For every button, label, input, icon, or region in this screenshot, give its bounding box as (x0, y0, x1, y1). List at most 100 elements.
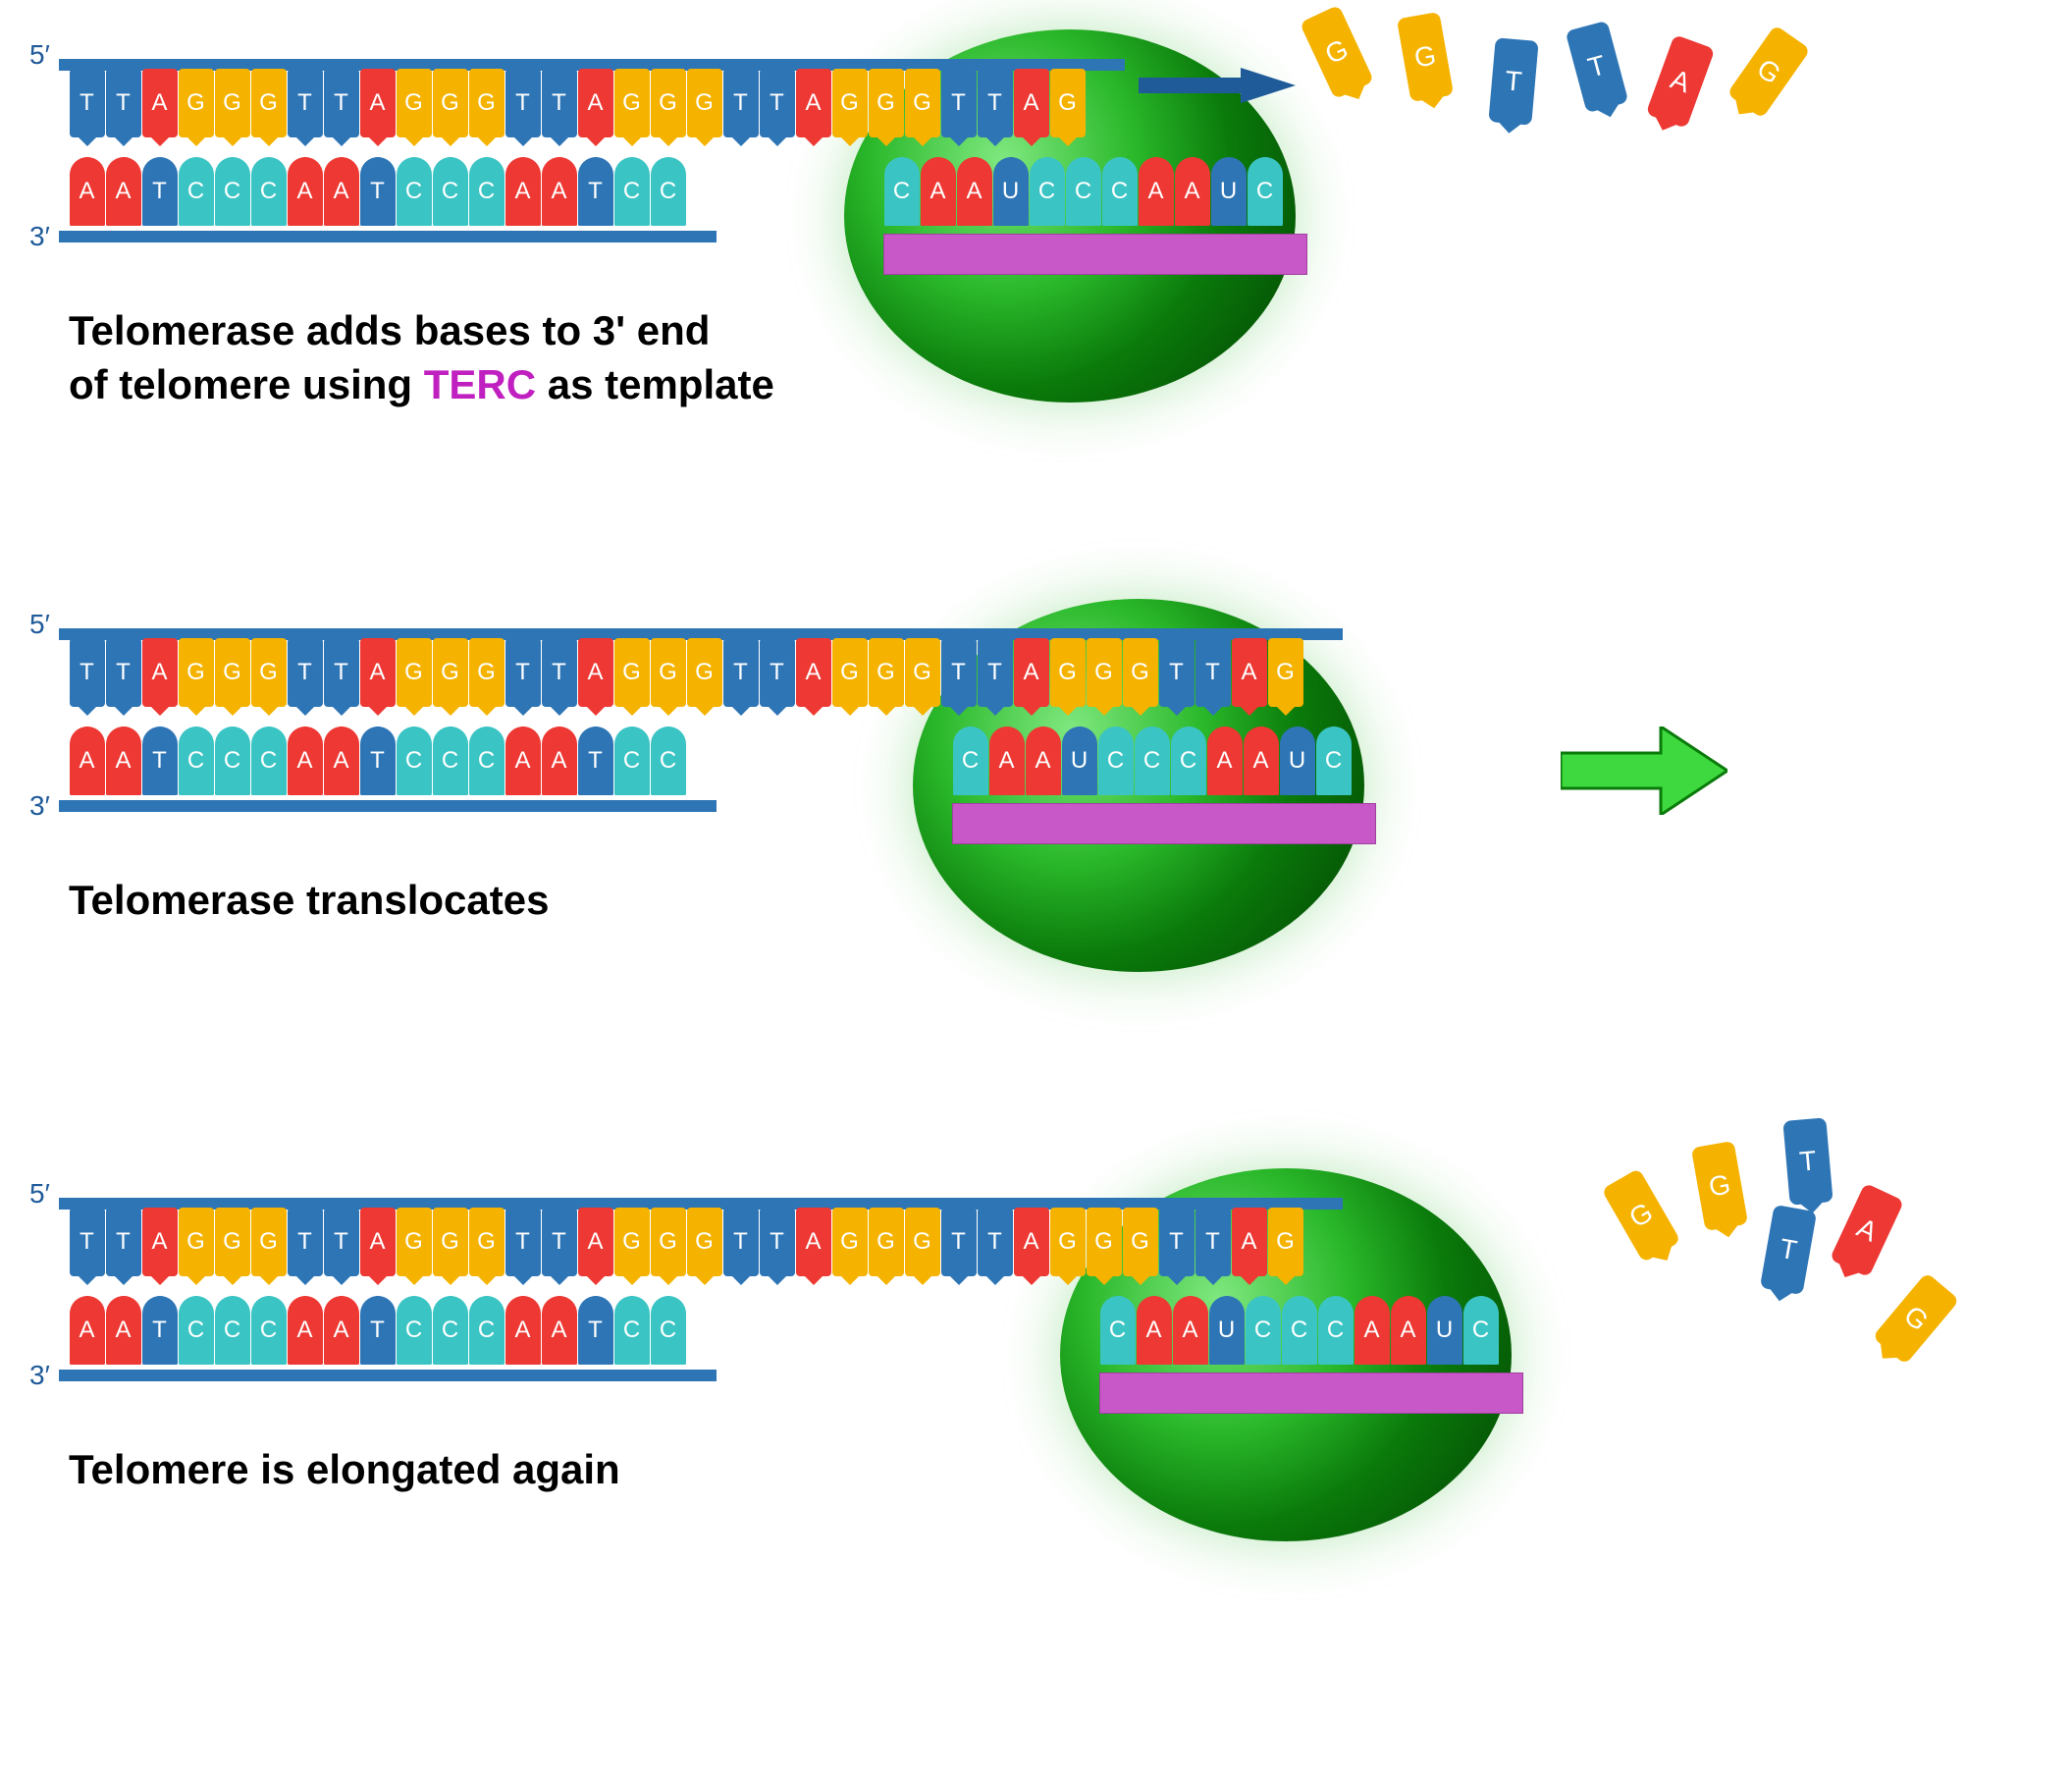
nucleotide-label: A (514, 1317, 530, 1344)
nucleotide-C: C (397, 727, 432, 795)
nucleotide-label: T (1205, 1228, 1220, 1256)
nucleotide-U: U (993, 157, 1029, 226)
nucleotide-label: G (259, 89, 278, 117)
nucleotide-G: G (687, 1208, 722, 1276)
nucleotide-label: G (840, 89, 859, 117)
nucleotide-label: A (1363, 1317, 1379, 1344)
nucleotide-label: C (260, 178, 277, 205)
nucleotide-T: T (1195, 1208, 1231, 1276)
nucleotide-G: G (1123, 638, 1158, 707)
nucleotide-label: U (1071, 747, 1088, 775)
nucleotide-label: A (1182, 1317, 1197, 1344)
nucleotide-G: G (251, 69, 287, 137)
nucleotide-T: T (978, 638, 1013, 707)
nucleotide-C: C (651, 727, 686, 795)
nucleotide-C: C (433, 727, 468, 795)
nucleotide-label: T (552, 659, 566, 686)
nucleotide-label: G (1094, 659, 1113, 686)
incoming-nucleotide-G: G (1300, 5, 1374, 100)
nucleotide-T: T (1159, 1208, 1195, 1276)
nucleotide-label: T (152, 747, 167, 775)
nucleotide-A: A (796, 69, 831, 137)
nucleotide-label: U (1436, 1317, 1453, 1344)
nucleotide-label: G (695, 89, 714, 117)
nucleotide-label: T (152, 178, 167, 205)
incoming-nucleotide-T: T (1566, 21, 1629, 113)
nucleotide-T: T (360, 157, 396, 226)
nucleotide-label: C (187, 1317, 204, 1344)
nucleotide-C: C (1318, 1296, 1354, 1365)
nucleotide-T: T (978, 69, 1013, 137)
nucleotide-G: G (687, 638, 722, 707)
nucleotide-A: A (324, 1296, 359, 1365)
nucleotide-T: T (723, 1208, 759, 1276)
nucleotide-label: G (695, 659, 714, 686)
nucleotide-label: A (333, 747, 348, 775)
nucleotide-label: A (369, 1228, 385, 1256)
nucleotide-label: A (551, 747, 566, 775)
nucleotide-label: G (659, 659, 677, 686)
nucleotide-A: A (106, 1296, 141, 1365)
nucleotide-label: T (951, 659, 966, 686)
nucleotide-C: C (179, 727, 214, 795)
telomerase-diagram: TTAGGGTTAGGGTTAGGGTTAGGGTTAGAATCCCAATCCC… (29, 29, 2043, 1679)
nucleotide-label: A (587, 659, 603, 686)
nucleotide-label: A (79, 1317, 94, 1344)
nucleotide-label: T (370, 178, 385, 205)
nucleotide-label: T (515, 89, 530, 117)
backbone-bottom (59, 1370, 717, 1381)
nucleotide-label: T (334, 89, 348, 117)
nucleotide-label: T (116, 1228, 131, 1256)
nucleotide-label: T (370, 1317, 385, 1344)
nucleotide-G: G (433, 69, 468, 137)
nucleotide-label: T (552, 89, 566, 117)
nucleotide-label: T (733, 89, 748, 117)
nucleotide-label: G (622, 1228, 641, 1256)
nucleotide-label: A (1023, 1228, 1038, 1256)
nucleotide-label: G (840, 659, 859, 686)
nucleotide-label: A (79, 178, 94, 205)
terc-rna-bar (883, 234, 1307, 275)
nucleotide-label: G (622, 89, 641, 117)
nucleotide-G: G (832, 1208, 868, 1276)
nucleotide-T: T (941, 1208, 977, 1276)
nucleotide-A: A (1026, 727, 1061, 795)
nucleotide-label: C (187, 178, 204, 205)
nucleotide-C: C (1098, 727, 1134, 795)
nucleotide-A: A (288, 1296, 323, 1365)
nucleotide-G: G (469, 638, 505, 707)
nucleotide-label: C (1107, 747, 1124, 775)
nucleotide-label: G (1131, 659, 1149, 686)
nucleotide-A: A (142, 638, 178, 707)
nucleotide-T: T (578, 727, 613, 795)
nucleotide-A: A (1232, 1208, 1267, 1276)
nucleotide-A: A (542, 727, 577, 795)
nucleotide-T: T (106, 1208, 141, 1276)
nucleotide-label: G (441, 659, 459, 686)
nucleotide-label: A (296, 178, 312, 205)
nucleotide-label: T (951, 1228, 966, 1256)
nucleotide-label: A (79, 747, 94, 775)
nucleotide-label: G (404, 89, 423, 117)
nucleotide-label: A (805, 1228, 821, 1256)
nucleotide-label: A (514, 747, 530, 775)
five-prime-label: 5′ (29, 1178, 50, 1210)
nucleotide-label: A (369, 659, 385, 686)
nucleotide-label: T (1169, 659, 1184, 686)
nucleotide-G: G (1268, 1208, 1303, 1276)
nucleotide-label: C (623, 747, 640, 775)
nucleotide-G: G (215, 1208, 250, 1276)
nucleotide-C: C (1246, 1296, 1281, 1365)
nucleotide-C: C (1030, 157, 1065, 226)
bottom-strand: AATCCCAATCCCAATCC (69, 1296, 686, 1365)
nucleotide-G: G (397, 638, 432, 707)
nucleotide-A: A (1014, 1208, 1049, 1276)
nucleotide-C: C (1102, 157, 1138, 226)
nucleotide-A: A (288, 727, 323, 795)
nucleotide-label: G (259, 1228, 278, 1256)
nucleotide-label: G (404, 659, 423, 686)
nucleotide-T: T (142, 157, 178, 226)
nucleotide-A: A (1207, 727, 1243, 795)
nucleotide-C: C (1282, 1296, 1317, 1365)
nucleotide-label: G (186, 1228, 205, 1256)
